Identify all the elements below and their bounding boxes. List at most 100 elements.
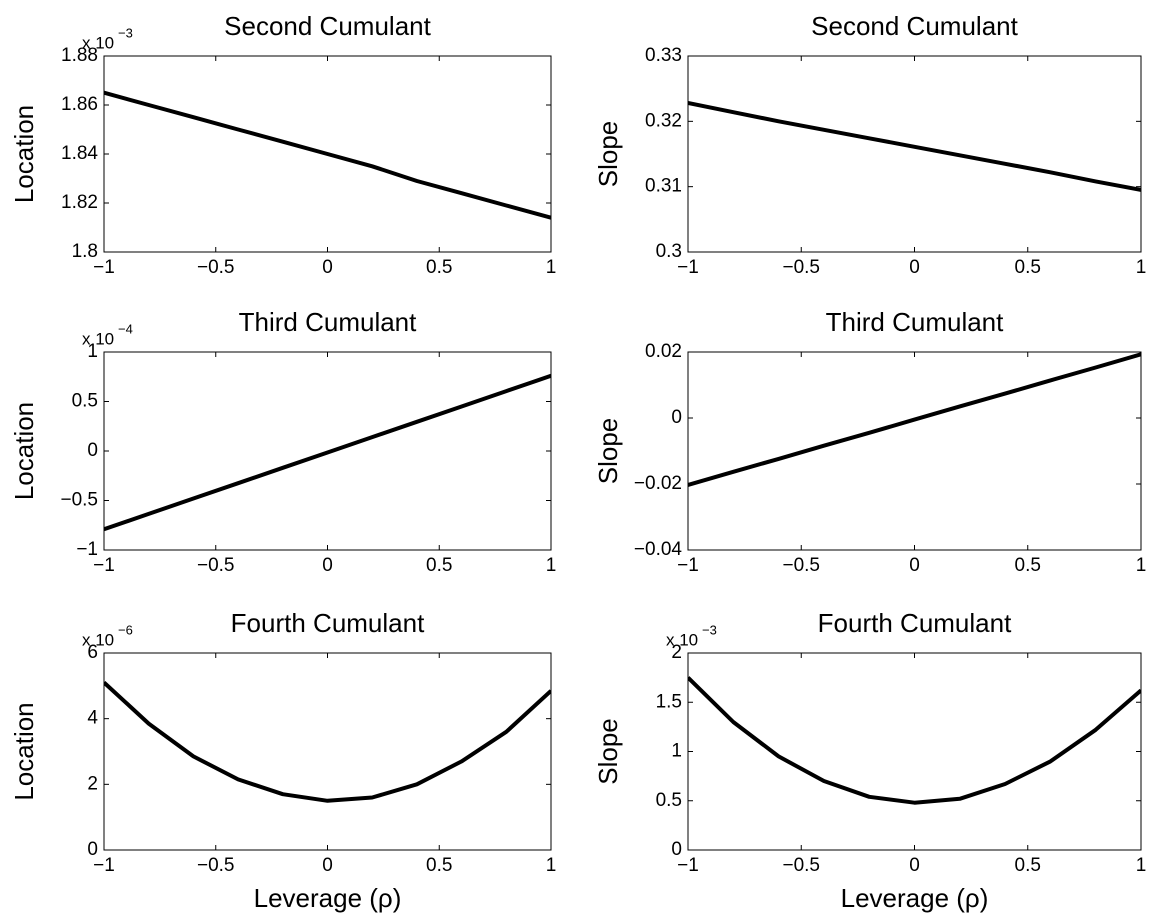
y-tick-label: 1.88 — [61, 45, 98, 66]
y-tick-label: 0.3 — [656, 241, 682, 262]
x-tick-label: −1 — [93, 855, 115, 876]
plot-group — [104, 90, 551, 220]
y-tick-label: 1.8 — [72, 241, 98, 262]
exponent-power: −3 — [702, 622, 717, 637]
plot-group — [104, 373, 551, 532]
y-tick-label: 1.86 — [61, 94, 98, 115]
y-tick-label: 6 — [87, 642, 98, 663]
y-tick-label: −0.5 — [60, 490, 98, 511]
x-tick-label: 0.5 — [426, 855, 452, 876]
data-line — [104, 373, 551, 532]
exponent-base: x 10 — [82, 329, 114, 348]
y-axis-label: Location — [9, 105, 39, 203]
data-line — [688, 676, 1141, 805]
plot-area — [104, 653, 551, 850]
x-tick-label: −0.5 — [782, 257, 820, 278]
x-tick-label: −1 — [93, 555, 115, 576]
x-tick-label: 0.5 — [1015, 257, 1041, 278]
y-tick-label: 1 — [87, 341, 98, 362]
x-tick-label: 0 — [909, 257, 920, 278]
axes-box — [103, 351, 552, 551]
x-tick-label: 0.5 — [1015, 855, 1041, 876]
plot-group — [688, 352, 1141, 487]
y-tick-label: 0.02 — [645, 341, 682, 362]
x-tick-label: 0.5 — [1015, 555, 1041, 576]
data-line — [104, 681, 551, 803]
y-tick-label: 1.84 — [61, 143, 98, 164]
y-axis-label: Slope — [593, 718, 623, 785]
x-tick-label: 0.5 — [426, 257, 452, 278]
y-tick-label: 1.5 — [656, 691, 682, 712]
data-line — [688, 352, 1141, 487]
chart-title: Second Cumulant — [811, 11, 1018, 41]
y-tick-label: 0.5 — [72, 391, 98, 412]
x-tick-label: −0.5 — [197, 555, 235, 576]
y-tick-label: 0.33 — [645, 45, 682, 66]
plot-group — [688, 676, 1141, 805]
y-tick-label: 1 — [671, 741, 682, 762]
y-tick-label: 4 — [87, 708, 98, 729]
chart-title: Fourth Cumulant — [818, 608, 1012, 638]
x-tick-label: 1 — [546, 855, 557, 876]
y-axis-label: Location — [9, 402, 39, 500]
y-axis-label: Location — [9, 702, 39, 800]
x-tick-label: −0.5 — [197, 855, 235, 876]
y-tick-label: 0.5 — [656, 790, 682, 811]
axes-box — [687, 55, 1142, 253]
x-tick-label: 0 — [322, 855, 333, 876]
exponent-power: −4 — [118, 321, 133, 336]
x-tick-label: −1 — [93, 257, 115, 278]
y-tick-label: 0.31 — [645, 176, 682, 197]
y-axis-label: Slope — [593, 121, 623, 188]
x-tick-label: −1 — [677, 257, 699, 278]
chart-title: Third Cumulant — [239, 307, 418, 337]
x-tick-label: 0 — [322, 555, 333, 576]
x-tick-label: 1 — [1136, 257, 1147, 278]
y-tick-label: −0.02 — [634, 473, 682, 494]
y-tick-label: 2 — [87, 773, 98, 794]
x-tick-label: 0 — [322, 257, 333, 278]
plot-group — [104, 681, 551, 803]
x-axis-label: Leverage (ρ) — [841, 883, 989, 913]
y-tick-label: 0 — [87, 839, 98, 860]
axes-box — [687, 351, 1142, 551]
x-tick-label: 1 — [546, 555, 557, 576]
plot-area — [688, 653, 1141, 850]
x-tick-label: −1 — [677, 555, 699, 576]
y-tick-label: 0.32 — [645, 110, 682, 131]
data-line — [104, 90, 551, 220]
x-tick-label: −1 — [677, 855, 699, 876]
x-tick-label: 1 — [1136, 855, 1147, 876]
axes-box — [687, 652, 1142, 851]
plot-area — [688, 352, 1141, 550]
chart-title: Second Cumulant — [224, 11, 431, 41]
axes-box — [103, 55, 552, 253]
chart-title: Fourth Cumulant — [231, 608, 425, 638]
x-tick-label: 0.5 — [426, 555, 452, 576]
plot-area — [688, 56, 1141, 252]
chart-title: Third Cumulant — [826, 307, 1005, 337]
y-tick-label: 2 — [671, 642, 682, 663]
x-tick-label: 0 — [909, 855, 920, 876]
y-tick-label: 0 — [87, 440, 98, 461]
y-axis-label: Slope — [593, 418, 623, 485]
y-tick-label: 1.82 — [61, 192, 98, 213]
plot-group — [688, 101, 1141, 192]
x-tick-label: 1 — [546, 257, 557, 278]
x-tick-label: 0 — [909, 555, 920, 576]
exponent-base: x 10 — [82, 630, 114, 649]
exponent-base: x 10 — [666, 630, 698, 649]
exponent-power: −3 — [118, 25, 133, 40]
data-line — [688, 101, 1141, 192]
x-tick-label: −0.5 — [782, 855, 820, 876]
x-tick-label: −0.5 — [197, 257, 235, 278]
x-axis-label: Leverage (ρ) — [254, 883, 402, 913]
x-tick-label: −0.5 — [782, 555, 820, 576]
y-tick-label: −1 — [76, 539, 98, 560]
exponent-base: x 10 — [82, 33, 114, 52]
axes-box — [103, 652, 552, 851]
exponent-power: −6 — [118, 622, 133, 637]
y-tick-label: −0.04 — [634, 539, 683, 560]
y-tick-label: 0 — [671, 407, 682, 428]
